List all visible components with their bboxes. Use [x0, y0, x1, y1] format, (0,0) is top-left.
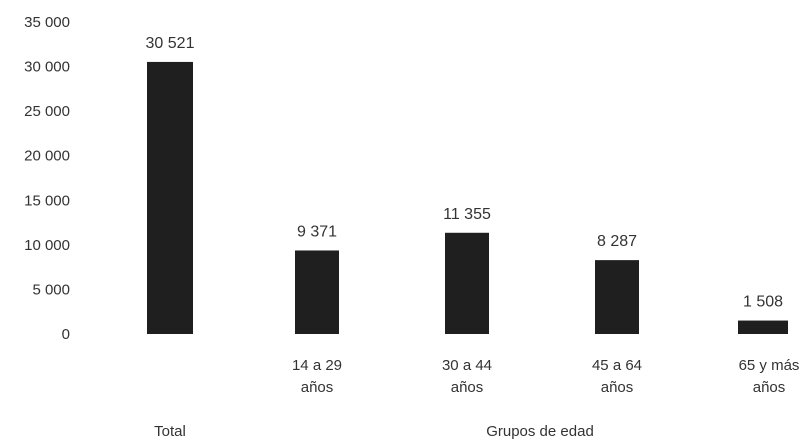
- bars: [147, 61, 788, 334]
- y-tick-label: 5 000: [32, 281, 70, 298]
- group-label-total: Total: [154, 423, 186, 440]
- bar-value-label: 30 521: [146, 35, 195, 52]
- category-labels: 14 a 29 años 30 a 44 años 45 a 64 años 65 y má…: [292, 357, 799, 396]
- bar: [445, 232, 489, 334]
- y-tick-label: 20 000: [24, 148, 70, 165]
- bar: [595, 260, 639, 334]
- bar: [738, 320, 788, 334]
- bar-value-label: 8 287: [597, 233, 637, 250]
- y-tick-label: 15 000: [24, 192, 70, 209]
- category-label: 65 y más: [739, 357, 800, 374]
- value-labels: 30 521 9 371 11 355 8 287 1 508: [146, 35, 784, 311]
- y-tick-label: 30 000: [24, 59, 70, 76]
- category-label: 45 a 64: [592, 357, 642, 374]
- bar-value-label: 1 508: [743, 294, 783, 311]
- bar-value-label: 9 371: [297, 223, 337, 240]
- y-tick-label: 0: [62, 326, 70, 343]
- bar: [295, 250, 339, 334]
- category-label: años: [301, 379, 334, 396]
- y-tick-label: 25 000: [24, 103, 70, 120]
- bar-value-label: 11 355: [443, 206, 491, 223]
- group-label-age-groups: Grupos de edad: [486, 423, 594, 440]
- y-tick-label: 10 000: [24, 237, 70, 254]
- bar: [147, 61, 193, 334]
- category-label: años: [601, 379, 634, 396]
- category-label: años: [451, 379, 484, 396]
- y-axis-ticks: 0 5 000 10 000 15 000 20 000 25 000 30 000 35 0…: [24, 14, 70, 343]
- category-label: años: [753, 379, 786, 396]
- y-tick-label: 35 000: [24, 14, 70, 31]
- category-label: 30 a 44: [442, 357, 492, 374]
- category-label: 14 a 29: [292, 357, 342, 374]
